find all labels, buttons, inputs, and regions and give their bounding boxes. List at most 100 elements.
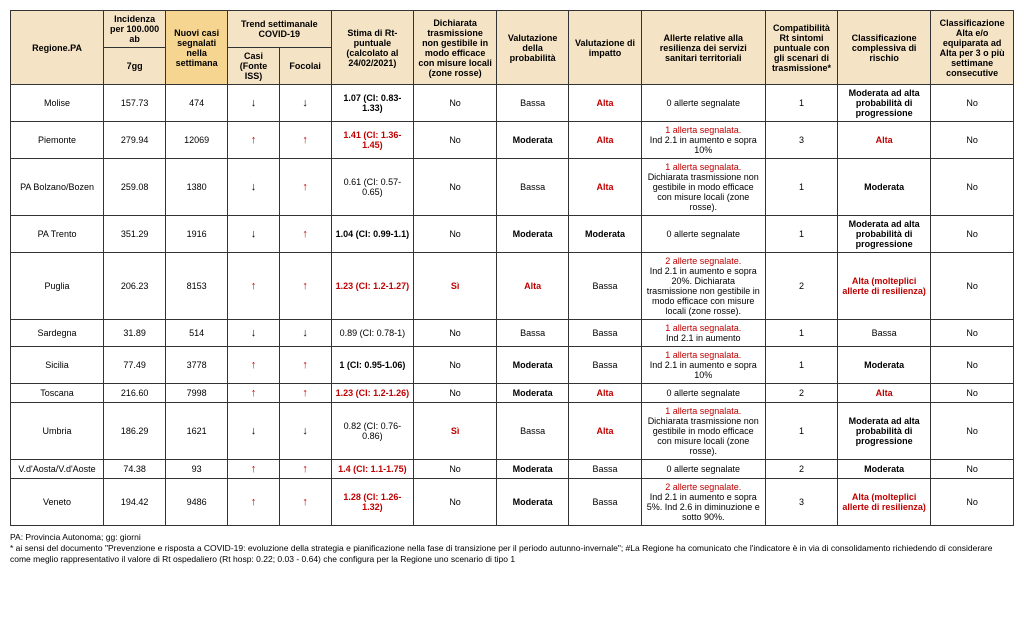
- impatto-value: Alta: [596, 182, 613, 192]
- trend-focolai-arrow: ↓: [302, 425, 308, 437]
- table-row: Piemonte279.9412069↑↑1.41 (CI: 1.36-1.45…: [11, 122, 1014, 159]
- table-row: PA Bolzano/Bozen259.081380↓↑0.61 (CI: 0.…: [11, 159, 1014, 216]
- col-val-prob: Valutazione della probabilità: [496, 11, 568, 85]
- allerte-text: 0 allerte segnalate: [666, 229, 740, 239]
- col-incidenza-top: Incidenza per 100.000 ab: [104, 11, 166, 48]
- classc-value: Alta (molteplici allerte di resilienza): [842, 276, 926, 296]
- classc-value: Alta: [876, 135, 893, 145]
- col-dichiarata: Dichiarata trasmissione non gestibile in…: [414, 11, 497, 85]
- table-row: Toscana216.607998↑↑1.23 (CI: 1.2-1.26)No…: [11, 384, 1014, 403]
- impatto-value: Bassa: [592, 464, 617, 474]
- trend-focolai-arrow: ↑: [302, 280, 308, 292]
- impatto-value: Bassa: [592, 328, 617, 338]
- classc-value: Moderata: [864, 464, 904, 474]
- trend-focolai-arrow: ↑: [302, 228, 308, 240]
- allerte-text: 0 allerte segnalate: [666, 464, 740, 474]
- footnote-line2: * ai sensi del documento "Prevenzione e …: [10, 543, 1014, 565]
- table-row: Sicilia77.493778↑↑1 (CI: 0.95-1.06)NoMod…: [11, 347, 1014, 384]
- trend-focolai-arrow: ↑: [302, 387, 308, 399]
- footnote: PA: Provincia Autonoma; gg: giorni * ai …: [10, 532, 1014, 565]
- impatto-value: Moderata: [585, 229, 625, 239]
- rt-value: 1 (CI: 0.95-1.06): [339, 360, 405, 370]
- trend-casi-arrow: ↑: [251, 280, 257, 292]
- dich-value: Sì: [451, 281, 460, 291]
- allerte-body: Dichiarata trasmissione non gestibile in…: [646, 416, 761, 456]
- trend-focolai-arrow: ↑: [302, 496, 308, 508]
- col-compat: Compatibilità Rt sintomi puntuale con gl…: [765, 11, 837, 85]
- prob-value: Bassa: [520, 98, 545, 108]
- col-nuovicasi: Nuovi casi segnalati nella settimana: [166, 11, 228, 85]
- rt-value: 1.23 (CI: 1.2-1.26): [336, 388, 410, 398]
- col-trend-top: Trend settimanale COVID-19: [228, 11, 331, 48]
- impatto-value: Alta: [596, 388, 613, 398]
- table-row: V.d'Aosta/V.d'Aoste74.3893↑↑1.4 (CI: 1.1…: [11, 460, 1014, 479]
- col-allerte: Allerte relative alla resilienza dei ser…: [641, 11, 765, 85]
- allerte-body: Ind 2.1 in aumento e sopra 10%: [646, 135, 761, 155]
- rt-value: 1.23 (CI: 1.2-1.27): [336, 281, 410, 291]
- trend-focolai-arrow: ↑: [302, 181, 308, 193]
- prob-value: Bassa: [520, 426, 545, 436]
- prob-value: Bassa: [520, 182, 545, 192]
- prob-value: Bassa: [520, 328, 545, 338]
- classc-value: Alta: [876, 388, 893, 398]
- rt-value: 0.89 (CI: 0.78-1): [340, 328, 406, 338]
- trend-casi-arrow: ↑: [251, 134, 257, 146]
- col-val-impatto: Valutazione di impatto: [569, 11, 641, 85]
- allerte-body: Ind 2.1 in aumento e sopra 5%. Ind 2.6 i…: [646, 492, 761, 522]
- trend-casi-arrow: ↑: [251, 387, 257, 399]
- footnote-line1: PA: Provincia Autonoma; gg: giorni: [10, 532, 1014, 543]
- covid-risk-table: Regione.PA Incidenza per 100.000 ab Nuov…: [10, 10, 1014, 526]
- allerte-body: Ind 2.1 in aumento e sopra 20%. Dichiara…: [646, 266, 761, 316]
- impatto-value: Bassa: [592, 497, 617, 507]
- trend-casi-arrow: ↓: [251, 228, 257, 240]
- impatto-value: Alta: [596, 135, 613, 145]
- col-stima-rt: Stima di Rt-puntuale (calcolato al 24/02…: [331, 11, 414, 85]
- rt-value: 1.07 (CI: 0.83-1.33): [343, 93, 401, 113]
- col-trend-focolai: Focolai: [279, 48, 331, 85]
- allerte-body: Ind 2.1 in aumento e sopra 10%: [646, 360, 761, 380]
- trend-focolai-arrow: ↑: [302, 463, 308, 475]
- allerte-head: 1 allerta segnalata.: [646, 162, 761, 172]
- table-row: Umbria186.291621↓↓0.82 (CI: 0.76-0.86)Sì…: [11, 403, 1014, 460]
- classc-value: Bassa: [872, 328, 897, 338]
- prob-value: Moderata: [513, 135, 553, 145]
- prob-value: Moderata: [513, 464, 553, 474]
- allerte-head: 2 allerte segnalate.: [646, 482, 761, 492]
- prob-value: Moderata: [513, 229, 553, 239]
- rt-value: 0.61 (CI: 0.57-0.65): [344, 177, 402, 197]
- trend-focolai-arrow: ↑: [302, 359, 308, 371]
- col-incidenza-sub: 7gg: [104, 48, 166, 85]
- classc-value: Alta (molteplici allerte di resilienza): [842, 492, 926, 512]
- prob-value: Moderata: [513, 388, 553, 398]
- table-row: Sardegna31.89514↓↓0.89 (CI: 0.78-1)NoBas…: [11, 320, 1014, 347]
- impatto-value: Alta: [596, 426, 613, 436]
- rt-value: 1.41 (CI: 1.36-1.45): [343, 130, 401, 150]
- trend-casi-arrow: ↓: [251, 425, 257, 437]
- table-row: Puglia206.238153↑↑1.23 (CI: 1.2-1.27)SìA…: [11, 253, 1014, 320]
- rt-value: 0.82 (CI: 0.76-0.86): [344, 421, 402, 441]
- trend-focolai-arrow: ↓: [302, 327, 308, 339]
- table-row: PA Trento351.291916↓↑1.04 (CI: 0.99-1.1)…: [11, 216, 1014, 253]
- classc-value: Moderata ad alta probabilità di progress…: [849, 88, 920, 118]
- trend-focolai-arrow: ↑: [302, 134, 308, 146]
- prob-value: Alta: [524, 281, 541, 291]
- trend-casi-arrow: ↓: [251, 97, 257, 109]
- rt-value: 1.4 (CI: 1.1-1.75): [338, 464, 407, 474]
- trend-focolai-arrow: ↓: [302, 97, 308, 109]
- col-class-complessiva: Classificazione complessiva di rischio: [838, 11, 931, 85]
- allerte-head: 2 allerte segnalate.: [646, 256, 761, 266]
- impatto-value: Bassa: [592, 281, 617, 291]
- classc-value: Moderata: [864, 182, 904, 192]
- rt-value: 1.04 (CI: 0.99-1.1): [336, 229, 410, 239]
- allerte-head: 1 allerta segnalata.: [646, 323, 761, 333]
- table-row: Molise157.73474↓↓1.07 (CI: 0.83-1.33)NoB…: [11, 85, 1014, 122]
- table-body: Molise157.73474↓↓1.07 (CI: 0.83-1.33)NoB…: [11, 85, 1014, 526]
- classc-value: Moderata ad alta probabilità di progress…: [849, 219, 920, 249]
- allerte-text: 0 allerte segnalate: [666, 388, 740, 398]
- dich-value: Sì: [451, 426, 460, 436]
- trend-casi-arrow: ↓: [251, 327, 257, 339]
- rt-value: 1.28 (CI: 1.26-1.32): [343, 492, 401, 512]
- table-row: Veneto194.429486↑↑1.28 (CI: 1.26-1.32)No…: [11, 479, 1014, 526]
- col-region: Regione.PA: [11, 11, 104, 85]
- prob-value: Moderata: [513, 497, 553, 507]
